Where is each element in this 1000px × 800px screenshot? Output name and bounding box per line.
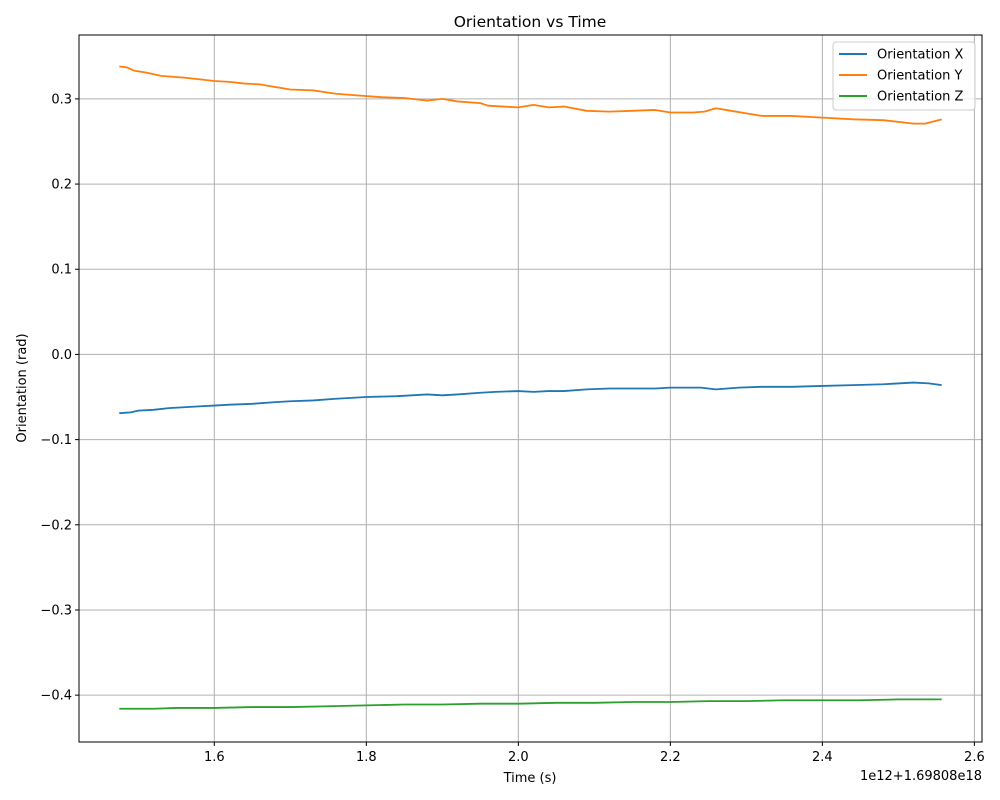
series-line-orientation-y [119, 65, 942, 125]
y-tick-label: −0.1 [40, 433, 72, 448]
y-axis-label: Orientation (rad) [15, 333, 30, 442]
y-axis-ticks: 0.3 0.2 0.1 0.0 −0.1 −0.2 −0.3 −0.4 [40, 92, 79, 704]
legend-label-orientation-y: Orientation Y [877, 69, 963, 84]
y-tick-label: −0.2 [40, 518, 72, 533]
legend-label-orientation-x: Orientation X [877, 48, 964, 63]
y-tick-label: 0.1 [51, 263, 72, 278]
x-tick-label: 2.2 [660, 750, 681, 765]
x-tick-label: 2.6 [964, 750, 985, 765]
series-line-orientation-x [119, 381, 942, 415]
x-tick-label: 1.8 [356, 750, 377, 765]
chart-title: Orientation vs Time [454, 13, 607, 31]
y-tick-label: 0.3 [51, 92, 72, 107]
y-tick-label: −0.4 [40, 689, 72, 704]
x-axis-offset-label: 1e12+1.69808e18 [860, 769, 982, 784]
legend-box [832, 41, 976, 111]
plot-frame [78, 34, 983, 743]
x-tick-label: 1.6 [204, 750, 225, 765]
legend-label-orientation-z: Orientation Z [877, 90, 964, 105]
legend: Orientation X Orientation Y Orientation Z [832, 41, 976, 111]
x-tick-label: 2.4 [812, 750, 833, 765]
series-line-orientation-z [119, 698, 942, 710]
x-axis-ticks: 1.6 1.8 2.0 2.2 2.4 2.6 [204, 742, 985, 765]
grid [79, 35, 982, 742]
y-tick-label: 0.2 [51, 178, 72, 193]
x-axis-label: Time (s) [503, 771, 557, 786]
y-tick-label: 0.0 [51, 348, 72, 363]
y-tick-label: −0.3 [40, 603, 72, 618]
series-lines [119, 65, 942, 710]
x-tick-label: 2.0 [508, 750, 529, 765]
